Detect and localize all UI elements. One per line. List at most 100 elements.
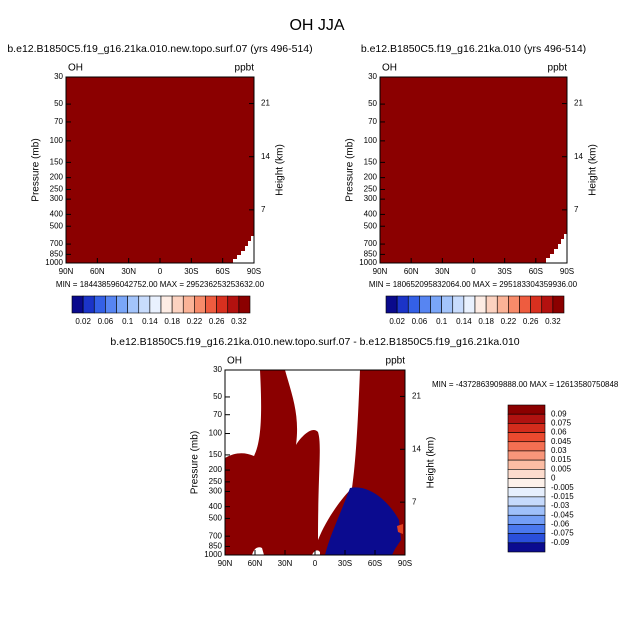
y-tick-label: 100 xyxy=(50,136,64,145)
y-tick-label: 400 xyxy=(209,502,223,511)
colorbar-label: 0 xyxy=(551,474,556,483)
y-tick-label: 500 xyxy=(50,221,64,230)
colorbar-box xyxy=(507,514,546,525)
colorbar-box xyxy=(507,469,546,479)
colorbar-box xyxy=(507,478,546,488)
colorbar-box xyxy=(507,413,546,424)
colorbar-box xyxy=(127,295,140,314)
y2-tick-label: 7 xyxy=(261,205,266,214)
colorbar-box xyxy=(419,295,431,314)
colorbar-box xyxy=(496,295,509,314)
colorbar-label: 0.32 xyxy=(231,317,247,326)
y-tick-label: 70 xyxy=(213,410,222,419)
x-tick-label: 90N xyxy=(218,559,233,568)
colorbar-label: 0.075 xyxy=(551,418,572,427)
x-tick-label: 60N xyxy=(404,267,419,276)
y-tick-label: 300 xyxy=(209,487,223,496)
x-tick-label: 60S xyxy=(216,267,230,276)
y2-tick-label: 7 xyxy=(412,497,417,506)
y-tick-label: 850 xyxy=(364,249,378,258)
colorbar-box xyxy=(216,295,229,314)
panel-title: b.e12.B1850C5.f19_g16.21ka.010 (yrs 496-… xyxy=(361,43,586,55)
colorbar-label: -0.015 xyxy=(551,492,574,501)
x-tick-label: 30N xyxy=(435,267,450,276)
x-tick-label: 30N xyxy=(278,559,293,568)
colorbar-label: 0.015 xyxy=(551,455,572,464)
colorbar-box xyxy=(507,459,546,470)
colorbar-box xyxy=(71,295,84,314)
colorbar-label: 0.26 xyxy=(209,317,225,326)
colorbar-box xyxy=(82,295,95,314)
colorbar-box xyxy=(507,524,546,534)
y2-tick-label: 14 xyxy=(261,152,270,161)
left-label: OH xyxy=(227,356,242,367)
colorbar-box xyxy=(463,295,476,314)
y-tick-label: 300 xyxy=(364,194,378,203)
colorbar-label: -0.005 xyxy=(551,483,574,492)
y-axis-title: Pressure (mb) xyxy=(190,431,201,494)
x-tick-label: 30S xyxy=(338,559,352,568)
colorbar-label: -0.045 xyxy=(551,510,574,519)
y-tick-label: 30 xyxy=(54,72,63,81)
colorbar-box xyxy=(105,295,117,314)
x-tick-label: 90S xyxy=(247,267,261,276)
colorbar-box xyxy=(507,423,546,433)
colorbar-label: 0.32 xyxy=(545,317,561,326)
colorbar-box xyxy=(205,295,217,314)
colorbar-label: 0.14 xyxy=(142,317,158,326)
colorbar-box xyxy=(507,505,546,516)
x-tick-label: 0 xyxy=(158,267,163,276)
colorbar-label: 0.06 xyxy=(98,317,114,326)
colorbar-box xyxy=(93,295,106,314)
colorbar-box xyxy=(227,295,240,314)
y-axis-title: Pressure (mb) xyxy=(31,138,42,201)
x-tick-label: 30N xyxy=(121,267,136,276)
y2-tick-label: 14 xyxy=(412,444,421,453)
colorbar-box xyxy=(474,295,487,314)
x-tick-label: 90S xyxy=(398,559,412,568)
colorbar-label: 0.02 xyxy=(75,317,91,326)
colorbar-label: 0.22 xyxy=(501,317,517,326)
y2-tick-label: 7 xyxy=(574,205,579,214)
figure-title: OH JJA xyxy=(289,17,344,34)
colorbar-box xyxy=(507,432,546,443)
colorbar-box xyxy=(407,295,420,314)
contour-fill xyxy=(66,77,254,263)
y-tick-label: 500 xyxy=(364,221,378,230)
y-tick-label: 200 xyxy=(50,173,64,182)
colorbar-box xyxy=(519,295,531,314)
y-tick-label: 250 xyxy=(364,185,378,194)
y-tick-label: 50 xyxy=(213,392,222,401)
colorbar-label: -0.03 xyxy=(551,501,570,510)
colorbar-box xyxy=(238,295,251,314)
colorbar-box xyxy=(385,295,398,314)
y2-axis-title: Height (km) xyxy=(426,437,437,489)
y-tick-label: 100 xyxy=(364,136,378,145)
y2-axis-title: Height (km) xyxy=(588,144,599,196)
colorbar-label: -0.075 xyxy=(551,529,574,538)
colorbar-box xyxy=(452,295,465,314)
y-tick-label: 50 xyxy=(54,99,63,108)
colorbar-label: 0.14 xyxy=(456,317,472,326)
x-tick-label: 60S xyxy=(529,267,543,276)
contour-fill xyxy=(380,77,567,263)
x-tick-label: 0 xyxy=(471,267,476,276)
y-tick-label: 1000 xyxy=(359,258,377,267)
x-tick-label: 60N xyxy=(90,267,105,276)
y-tick-label: 100 xyxy=(209,429,223,438)
colorbar-label: 0.045 xyxy=(551,437,572,446)
x-tick-label: 0 xyxy=(313,559,318,568)
x-tick-label: 30S xyxy=(498,267,512,276)
right-label: ppbt xyxy=(548,63,568,74)
x-tick-label: 30S xyxy=(184,267,198,276)
min-max-stats: MIN = 184438596042752.00 MAX = 295236253… xyxy=(56,280,265,289)
y-tick-label: 700 xyxy=(364,239,378,248)
y-tick-label: 150 xyxy=(364,157,378,166)
y-axis-title: Pressure (mb) xyxy=(345,138,356,201)
colorbar-label: 0.005 xyxy=(551,464,572,473)
right-label: ppbt xyxy=(386,356,406,367)
colorbar-box xyxy=(507,441,546,452)
x-tick-label: 90N xyxy=(59,267,74,276)
colorbar-box xyxy=(149,295,162,314)
y-tick-label: 850 xyxy=(209,542,223,551)
